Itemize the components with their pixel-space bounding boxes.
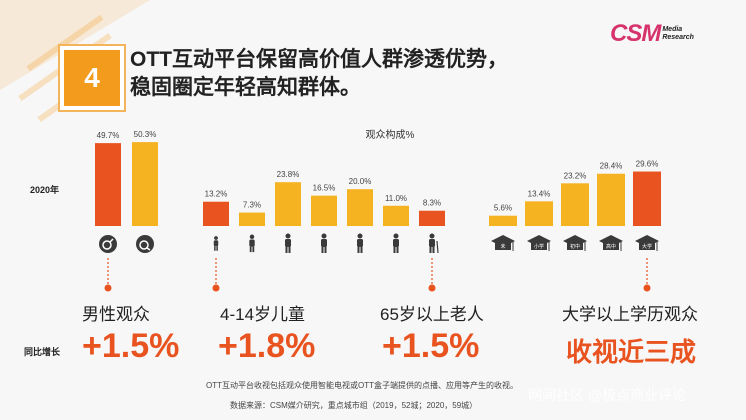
- value-label-gender-0: 49.7%: [97, 131, 120, 140]
- callout-value-children: +1.8%: [218, 327, 316, 365]
- education-level-label-2: 初中: [570, 243, 580, 250]
- callout-label-college: 大学以上学历观众: [562, 305, 698, 324]
- elder-icon: [429, 233, 439, 254]
- value-label-age-4: 20.0%: [349, 177, 372, 186]
- adult-icon: [393, 233, 399, 253]
- bar-gender-0: [95, 143, 121, 226]
- value-label-gender-1: 50.3%: [134, 130, 157, 139]
- callout-dot: [104, 284, 112, 292]
- callout-label-children: 4-14岁儿童: [220, 305, 306, 324]
- value-label-education-4: 29.6%: [636, 160, 659, 169]
- footnote-line-1: OTT互动平台收视包括观众使用智能电视或OTT盒子端提供的点播、应用等产生的收视…: [206, 381, 518, 390]
- value-label-age-6: 8.3%: [423, 199, 441, 208]
- value-label-education-2: 23.2%: [564, 171, 587, 180]
- bar-education-4: [633, 171, 661, 226]
- education-level-label-1: 小学: [534, 243, 544, 250]
- bar-education-1: [525, 201, 553, 226]
- page-title: OTT互动平台保留高价值人群渗透优势， 稳固圈定年轻高知群体。: [130, 46, 508, 102]
- adult-icon: [321, 233, 327, 253]
- logo-sub: Media Research: [662, 26, 694, 42]
- value-label-education-3: 28.4%: [600, 162, 623, 171]
- cap-icon: 初中: [563, 235, 587, 251]
- callout-dot: [643, 284, 651, 292]
- callout-value-male: +1.5%: [82, 327, 180, 365]
- value-label-age-5: 11.0%: [385, 194, 407, 203]
- row-label: 2020年: [30, 184, 59, 195]
- cap-icon: 未: [491, 235, 515, 251]
- bar-age-0: [203, 201, 229, 226]
- bar-education-2: [561, 183, 589, 226]
- title-line-1: OTT互动平台保留高价值人群渗透优势，: [130, 48, 508, 71]
- yoy-label: 同比增长: [24, 347, 61, 357]
- bar-age-1: [239, 212, 265, 226]
- watermark: 网间社区 @极点商业评论: [528, 387, 687, 403]
- bar-age-5: [383, 205, 409, 226]
- child-icon: [213, 236, 219, 251]
- value-label-education-0: 5.6%: [494, 204, 512, 213]
- callout-dot: [212, 284, 220, 292]
- callout-label-male: 男性观众: [82, 305, 150, 324]
- teen-icon: [249, 234, 255, 253]
- bar-age-4: [347, 189, 373, 226]
- bar-age-6: [419, 210, 445, 226]
- value-label-age-1: 7.3%: [243, 201, 261, 210]
- title-line-2: 稳固圈定年轻高知群体。: [130, 76, 361, 99]
- bar-gender-1: [132, 142, 158, 226]
- value-label-age-0: 13.2%: [205, 190, 228, 199]
- logo-main: CSM: [610, 20, 661, 47]
- adult-icon: [357, 233, 363, 253]
- callout-value-college: 收视近三成: [566, 337, 697, 367]
- callout-label-elderly: 65岁以上老人: [380, 305, 484, 324]
- value-label-age-3: 16.5%: [313, 184, 336, 193]
- callout-dot: [428, 284, 436, 292]
- footnote-line-2: 数据来源：CSM媒介研究，重点城市组（2019，52城；2020，59城）: [230, 401, 478, 410]
- education-level-label-4: 大学: [642, 243, 652, 250]
- adult-icon: [285, 233, 291, 253]
- female-icon: [136, 235, 154, 253]
- bars-group: 49.7% 50.3% 13.2% 7.3% 23.8% 16.5% 20.0% 11.0% 8…: [95, 130, 661, 292]
- value-label-education-1: 13.4%: [528, 189, 551, 198]
- chart-title: 观众构成%: [366, 128, 415, 141]
- cap-icon: 高中: [599, 235, 623, 251]
- csm-logo: CSM Media Research: [610, 20, 694, 48]
- bar-education-0: [489, 215, 517, 226]
- education-level-label-3: 高中: [606, 243, 616, 250]
- bar-age-3: [311, 195, 337, 226]
- logo-sub-line-1: Media: [662, 26, 683, 33]
- bar-education-3: [597, 173, 625, 226]
- cap-icon: 小学: [527, 235, 551, 251]
- section-number-badge: 4: [60, 46, 124, 110]
- male-icon: [99, 235, 117, 253]
- callout-value-elderly: +1.5%: [382, 327, 480, 365]
- logo-sub-line-2: Research: [662, 34, 694, 41]
- bar-age-2: [275, 182, 301, 226]
- cap-icon: 大学: [635, 235, 659, 251]
- value-label-age-2: 23.8%: [277, 170, 300, 179]
- education-level-label-0: 未: [500, 243, 505, 250]
- section-number: 4: [84, 62, 100, 93]
